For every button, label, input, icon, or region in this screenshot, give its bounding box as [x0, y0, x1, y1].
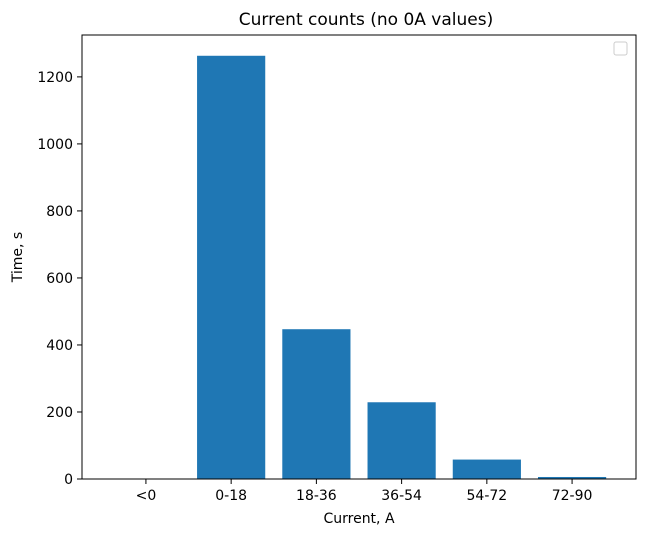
y-tick-label-1: 200: [46, 405, 73, 421]
x-axis-label: Current, A: [323, 511, 394, 527]
y-axis-label: Time, s: [10, 232, 26, 283]
x-tick-label-5: 72-90: [552, 488, 593, 504]
y-tick-label-3: 600: [46, 271, 73, 287]
bar-3: [367, 402, 436, 479]
y-tick-label-0: 0: [64, 472, 73, 488]
y-axis-ticks: 0 200 400 600 800 1000 1200: [37, 70, 82, 488]
chart-title: Current counts (no 0A values): [239, 10, 493, 30]
bar-5: [537, 476, 607, 479]
x-axis-ticks: <0 0-18 18-36 36-54 54-72 72-90: [136, 479, 593, 504]
x-tick-label-1: 0-18: [215, 488, 247, 504]
x-tick-label-3: 36-54: [381, 488, 422, 504]
legend-box: [613, 41, 628, 56]
y-tick-label-5: 1000: [37, 137, 73, 153]
x-tick-label-0: <0: [136, 488, 157, 504]
y-tick-label-6: 1200: [37, 70, 73, 86]
bars-group: [197, 55, 607, 479]
bar-1: [197, 55, 266, 479]
y-tick-label-4: 800: [46, 204, 73, 220]
x-tick-label-4: 54-72: [467, 488, 508, 504]
plot-frame: [81, 34, 637, 480]
bar-2: [282, 329, 351, 479]
bar-4: [452, 459, 521, 479]
y-tick-label-2: 400: [46, 338, 73, 354]
x-tick-label-2: 18-36: [296, 488, 337, 504]
